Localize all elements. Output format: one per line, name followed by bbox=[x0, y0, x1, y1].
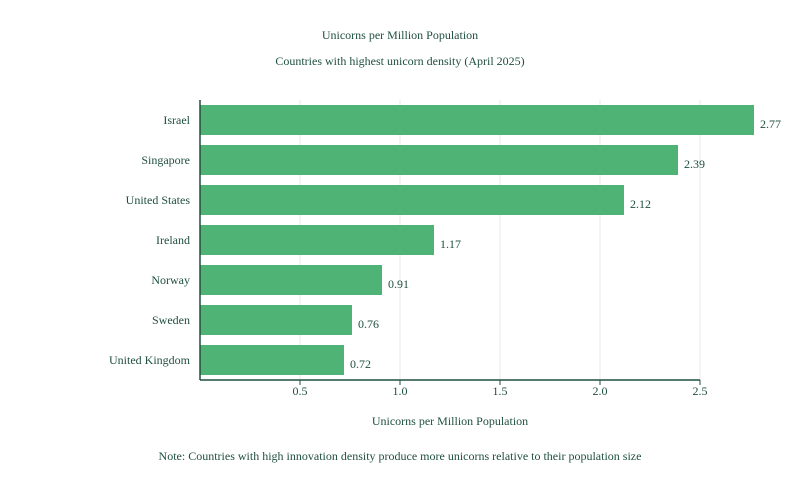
bars bbox=[200, 105, 754, 375]
data-label: 2.77 bbox=[760, 117, 781, 131]
x-tick-label: 0.5 bbox=[293, 384, 308, 398]
bar bbox=[200, 225, 434, 255]
data-label: 0.76 bbox=[358, 317, 379, 331]
data-label: 0.72 bbox=[350, 357, 371, 371]
data-label: 0.91 bbox=[388, 277, 409, 291]
labels: 0.5 1.0 1.5 2.0 2.5 Israel 2.77 Singapore 2.39 Un… bbox=[109, 113, 781, 398]
axes bbox=[199, 100, 700, 381]
x-tick-label: 2.5 bbox=[693, 384, 708, 398]
x-tick-label: 1.0 bbox=[393, 384, 408, 398]
category-label: Norway bbox=[151, 273, 190, 287]
chart-subtitle: Countries with highest unicorn density (… bbox=[275, 54, 525, 68]
category-label: Israel bbox=[163, 113, 190, 127]
bar bbox=[200, 265, 382, 295]
data-label: 2.12 bbox=[630, 197, 651, 211]
chart-note: Note: Countries with high innovation den… bbox=[158, 449, 642, 463]
bar bbox=[200, 345, 344, 375]
bar bbox=[200, 105, 754, 135]
category-label: United States bbox=[126, 193, 191, 207]
bar bbox=[200, 145, 678, 175]
category-label: Singapore bbox=[141, 153, 190, 167]
category-label: Ireland bbox=[156, 233, 190, 247]
chart-title: Unicorns per Million Population bbox=[321, 28, 479, 42]
category-label: Sweden bbox=[152, 313, 190, 327]
x-tick-label: 2.0 bbox=[593, 384, 608, 398]
x-tick-label: 1.5 bbox=[493, 384, 508, 398]
x-axis-title: Unicorns per Million Population bbox=[372, 414, 528, 428]
data-label: 2.39 bbox=[684, 157, 705, 171]
bar bbox=[200, 185, 624, 215]
bar bbox=[200, 305, 352, 335]
category-label: United Kingdom bbox=[109, 353, 191, 367]
data-label: 1.17 bbox=[440, 237, 461, 251]
